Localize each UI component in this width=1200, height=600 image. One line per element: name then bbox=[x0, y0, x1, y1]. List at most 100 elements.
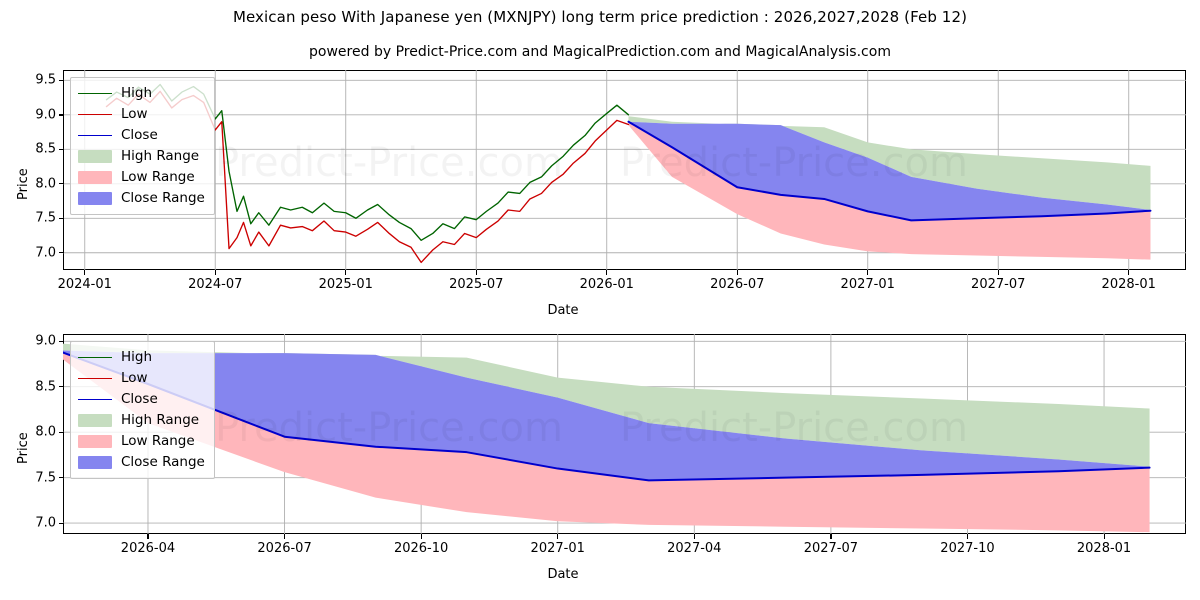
top-x-tick-mark bbox=[345, 270, 347, 275]
bottom-x-tick-label: 2026-10 bbox=[393, 541, 449, 556]
top-y-tick-mark bbox=[59, 252, 64, 254]
bottom-x-tick-mark bbox=[557, 534, 559, 539]
bottom-y-tick-mark bbox=[59, 340, 64, 342]
bottom-x-tick-mark bbox=[420, 534, 422, 539]
bottom-x-axis-label: Date bbox=[547, 567, 579, 582]
bottom-legend-item-close-range[interactable]: Close Range bbox=[78, 452, 205, 473]
bottom-y-tick-mark bbox=[59, 477, 64, 479]
top-plot-canvas bbox=[63, 70, 1186, 270]
top-y-tick-label: 7.0 bbox=[35, 245, 56, 261]
top-chart-panel bbox=[63, 70, 1186, 270]
legend-label: High Range bbox=[121, 411, 200, 428]
top-x-tick-label: 2027-01 bbox=[840, 277, 895, 292]
bottom-legend-item-low-range[interactable]: Low Range bbox=[78, 431, 205, 452]
bottom-y-tick-label: 8.0 bbox=[35, 424, 56, 440]
top-x-tick-label: 2027-07 bbox=[971, 277, 1026, 292]
bottom-x-tick-mark bbox=[147, 534, 149, 539]
top-legend-item-low-range[interactable]: Low Range bbox=[78, 167, 205, 188]
bottom-legend-item-close[interactable]: Close bbox=[78, 389, 205, 410]
top-legend-item-high-range[interactable]: High Range bbox=[78, 146, 205, 167]
legend-label: High bbox=[121, 348, 153, 365]
legend-label: Close bbox=[121, 390, 158, 407]
bottom-y-tick-label: 7.5 bbox=[35, 470, 56, 486]
bottom-legend-item-high[interactable]: High bbox=[78, 347, 205, 368]
top-y-tick-label: 9.0 bbox=[35, 107, 56, 123]
legend-label: High bbox=[121, 84, 153, 101]
top-x-tick-label: 2026-01 bbox=[579, 277, 634, 292]
bottom-y-tick-label: 9.0 bbox=[35, 333, 56, 349]
bottom-x-tick-label: 2026-04 bbox=[120, 541, 176, 556]
top-x-tick-mark bbox=[736, 270, 738, 275]
legend-label: High Range bbox=[121, 147, 200, 164]
top-y-tick-label: 8.5 bbox=[35, 141, 56, 157]
bottom-legend-item-high-range[interactable]: High Range bbox=[78, 410, 205, 431]
top-y-tick-mark bbox=[59, 217, 64, 219]
bottom-x-tick-label: 2027-10 bbox=[940, 541, 995, 556]
legend-label: Close bbox=[121, 126, 158, 143]
top-legend-item-close[interactable]: Close bbox=[78, 125, 205, 146]
bottom-x-tick-label: 2027-01 bbox=[530, 541, 585, 556]
top-y-axis-label: Price bbox=[16, 168, 31, 200]
top-x-tick-label: 2024-07 bbox=[188, 277, 243, 292]
bottom-x-tick-mark bbox=[830, 534, 832, 539]
legend-label: Low Range bbox=[121, 432, 195, 449]
legend-label: Low Range bbox=[121, 168, 195, 185]
legend-patch-swatch-icon bbox=[78, 192, 112, 205]
top-y-tick-label: 8.0 bbox=[35, 176, 56, 192]
legend-line-swatch-icon bbox=[78, 357, 112, 358]
bottom-x-tick-label: 2028-01 bbox=[1076, 541, 1132, 556]
bottom-x-tick-mark bbox=[693, 534, 695, 539]
bottom-y-tick-label: 8.5 bbox=[35, 379, 56, 395]
top-legend-item-high[interactable]: High bbox=[78, 83, 205, 104]
page-title: Mexican peso With Japanese yen (MXNJPY) … bbox=[232, 8, 968, 26]
bottom-x-tick-label: 2027-07 bbox=[803, 541, 859, 556]
top-y-tick-mark bbox=[59, 79, 64, 82]
legend-patch-swatch-icon bbox=[78, 171, 112, 184]
top-x-tick-mark bbox=[997, 270, 999, 275]
legend-line-swatch-icon bbox=[78, 378, 112, 379]
bottom-legend: High Low Close High Range Low Range Close Ran… bbox=[70, 341, 215, 479]
top-x-tick-mark bbox=[214, 270, 216, 275]
top-x-tick-label: 2025-01 bbox=[318, 277, 373, 292]
bottom-x-tick-label: 2026-07 bbox=[257, 541, 312, 556]
legend-line-swatch-icon bbox=[78, 399, 112, 400]
top-x-axis-label: Date bbox=[547, 303, 579, 318]
bottom-y-axis-label: Price bbox=[16, 432, 31, 464]
bottom-chart-panel bbox=[55, 334, 1186, 534]
top-y-tick-mark bbox=[59, 148, 64, 150]
legend-patch-swatch-icon bbox=[78, 150, 112, 163]
top-legend: High Low Close High Range Low Range Close Ran… bbox=[70, 77, 215, 215]
bottom-y-tick-mark bbox=[59, 431, 64, 433]
bottom-plot-canvas bbox=[55, 334, 1186, 534]
page-subtitle: powered by Predict-Price.com and Magical… bbox=[309, 44, 891, 60]
legend-label: Low bbox=[121, 369, 148, 386]
top-x-tick-mark bbox=[84, 270, 86, 275]
top-y-tick-label: 9.5 bbox=[35, 72, 56, 88]
legend-line-swatch-icon bbox=[78, 135, 112, 136]
top-x-tick-label: 2024-01 bbox=[57, 277, 112, 292]
top-x-tick-mark bbox=[606, 270, 608, 275]
legend-line-swatch-icon bbox=[78, 114, 112, 115]
bottom-y-tick-mark bbox=[59, 522, 64, 524]
top-x-tick-label: 2028-01 bbox=[1101, 277, 1156, 292]
legend-label: Low bbox=[121, 105, 148, 122]
bottom-legend-item-low[interactable]: Low bbox=[78, 368, 205, 389]
top-chart-svg bbox=[63, 70, 1186, 270]
top-legend-item-close-range[interactable]: Close Range bbox=[78, 188, 205, 209]
bottom-x-tick-mark bbox=[284, 534, 286, 539]
top-x-tick-mark bbox=[867, 270, 869, 275]
top-y-tick-mark bbox=[59, 183, 64, 185]
top-x-tick-mark bbox=[1128, 270, 1130, 275]
top-x-tick-label: 2026-07 bbox=[710, 277, 765, 292]
legend-label: Close Range bbox=[121, 189, 205, 206]
bottom-x-tick-mark bbox=[1103, 534, 1105, 539]
legend-patch-swatch-icon bbox=[78, 456, 112, 469]
top-legend-item-low[interactable]: Low bbox=[78, 104, 205, 125]
bottom-x-tick-label: 2027-04 bbox=[667, 541, 722, 556]
top-x-tick-label: 2025-07 bbox=[449, 277, 504, 292]
legend-label: Close Range bbox=[121, 453, 205, 470]
legend-patch-swatch-icon bbox=[78, 414, 112, 427]
legend-patch-swatch-icon bbox=[78, 435, 112, 448]
bottom-y-tick-mark bbox=[59, 386, 64, 388]
